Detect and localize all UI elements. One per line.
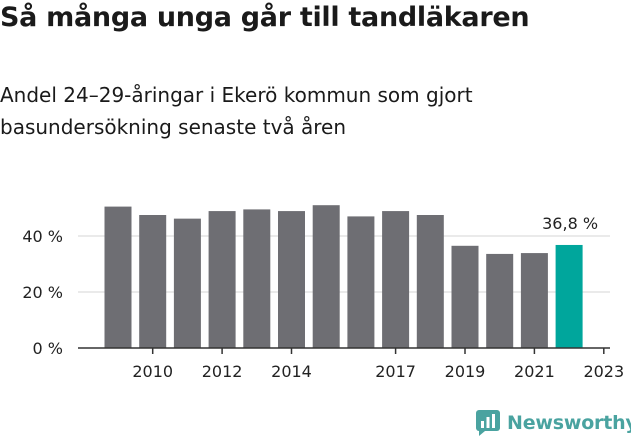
newsworthy-logo-icon bbox=[476, 410, 500, 436]
bar bbox=[416, 215, 444, 348]
bar bbox=[347, 216, 375, 348]
bar bbox=[382, 211, 410, 348]
x-tick-label: 2014 bbox=[271, 362, 312, 381]
x-tick-label: 2012 bbox=[202, 362, 243, 381]
bar bbox=[486, 253, 514, 348]
data-label: 36,8 % bbox=[542, 214, 598, 233]
bar bbox=[520, 253, 548, 348]
bar bbox=[243, 209, 271, 348]
bar bbox=[173, 218, 201, 348]
x-tick-label: 2010 bbox=[132, 362, 173, 381]
bar bbox=[139, 215, 167, 348]
y-tick-label: 40 % bbox=[22, 227, 63, 246]
chart-title: Så många unga går till tandläkaren bbox=[0, 2, 530, 33]
bar-highlight bbox=[555, 244, 583, 348]
bar-chart: 0 % 20 % 40 % 36,8 % 2010 2012 2014 2017 2019 202… bbox=[22, 205, 624, 381]
brand-logo: Newsworthy bbox=[475, 406, 631, 440]
y-tick-label: 20 % bbox=[22, 283, 63, 302]
bar bbox=[312, 205, 340, 348]
brand-name: Newsworthy bbox=[507, 412, 631, 434]
bar bbox=[104, 206, 132, 348]
x-tick-label: 2023 bbox=[583, 362, 624, 381]
chart-subtitle: Andel 24–29-åringar i Ekerö kommun som g… bbox=[0, 83, 473, 139]
bar bbox=[451, 245, 479, 348]
x-tick-label: 2021 bbox=[514, 362, 555, 381]
bar bbox=[278, 211, 305, 348]
bar bbox=[208, 211, 236, 348]
x-tick-label: 2019 bbox=[445, 362, 486, 381]
y-tick-label: 0 % bbox=[33, 339, 63, 358]
x-tick-label: 2017 bbox=[375, 362, 416, 381]
